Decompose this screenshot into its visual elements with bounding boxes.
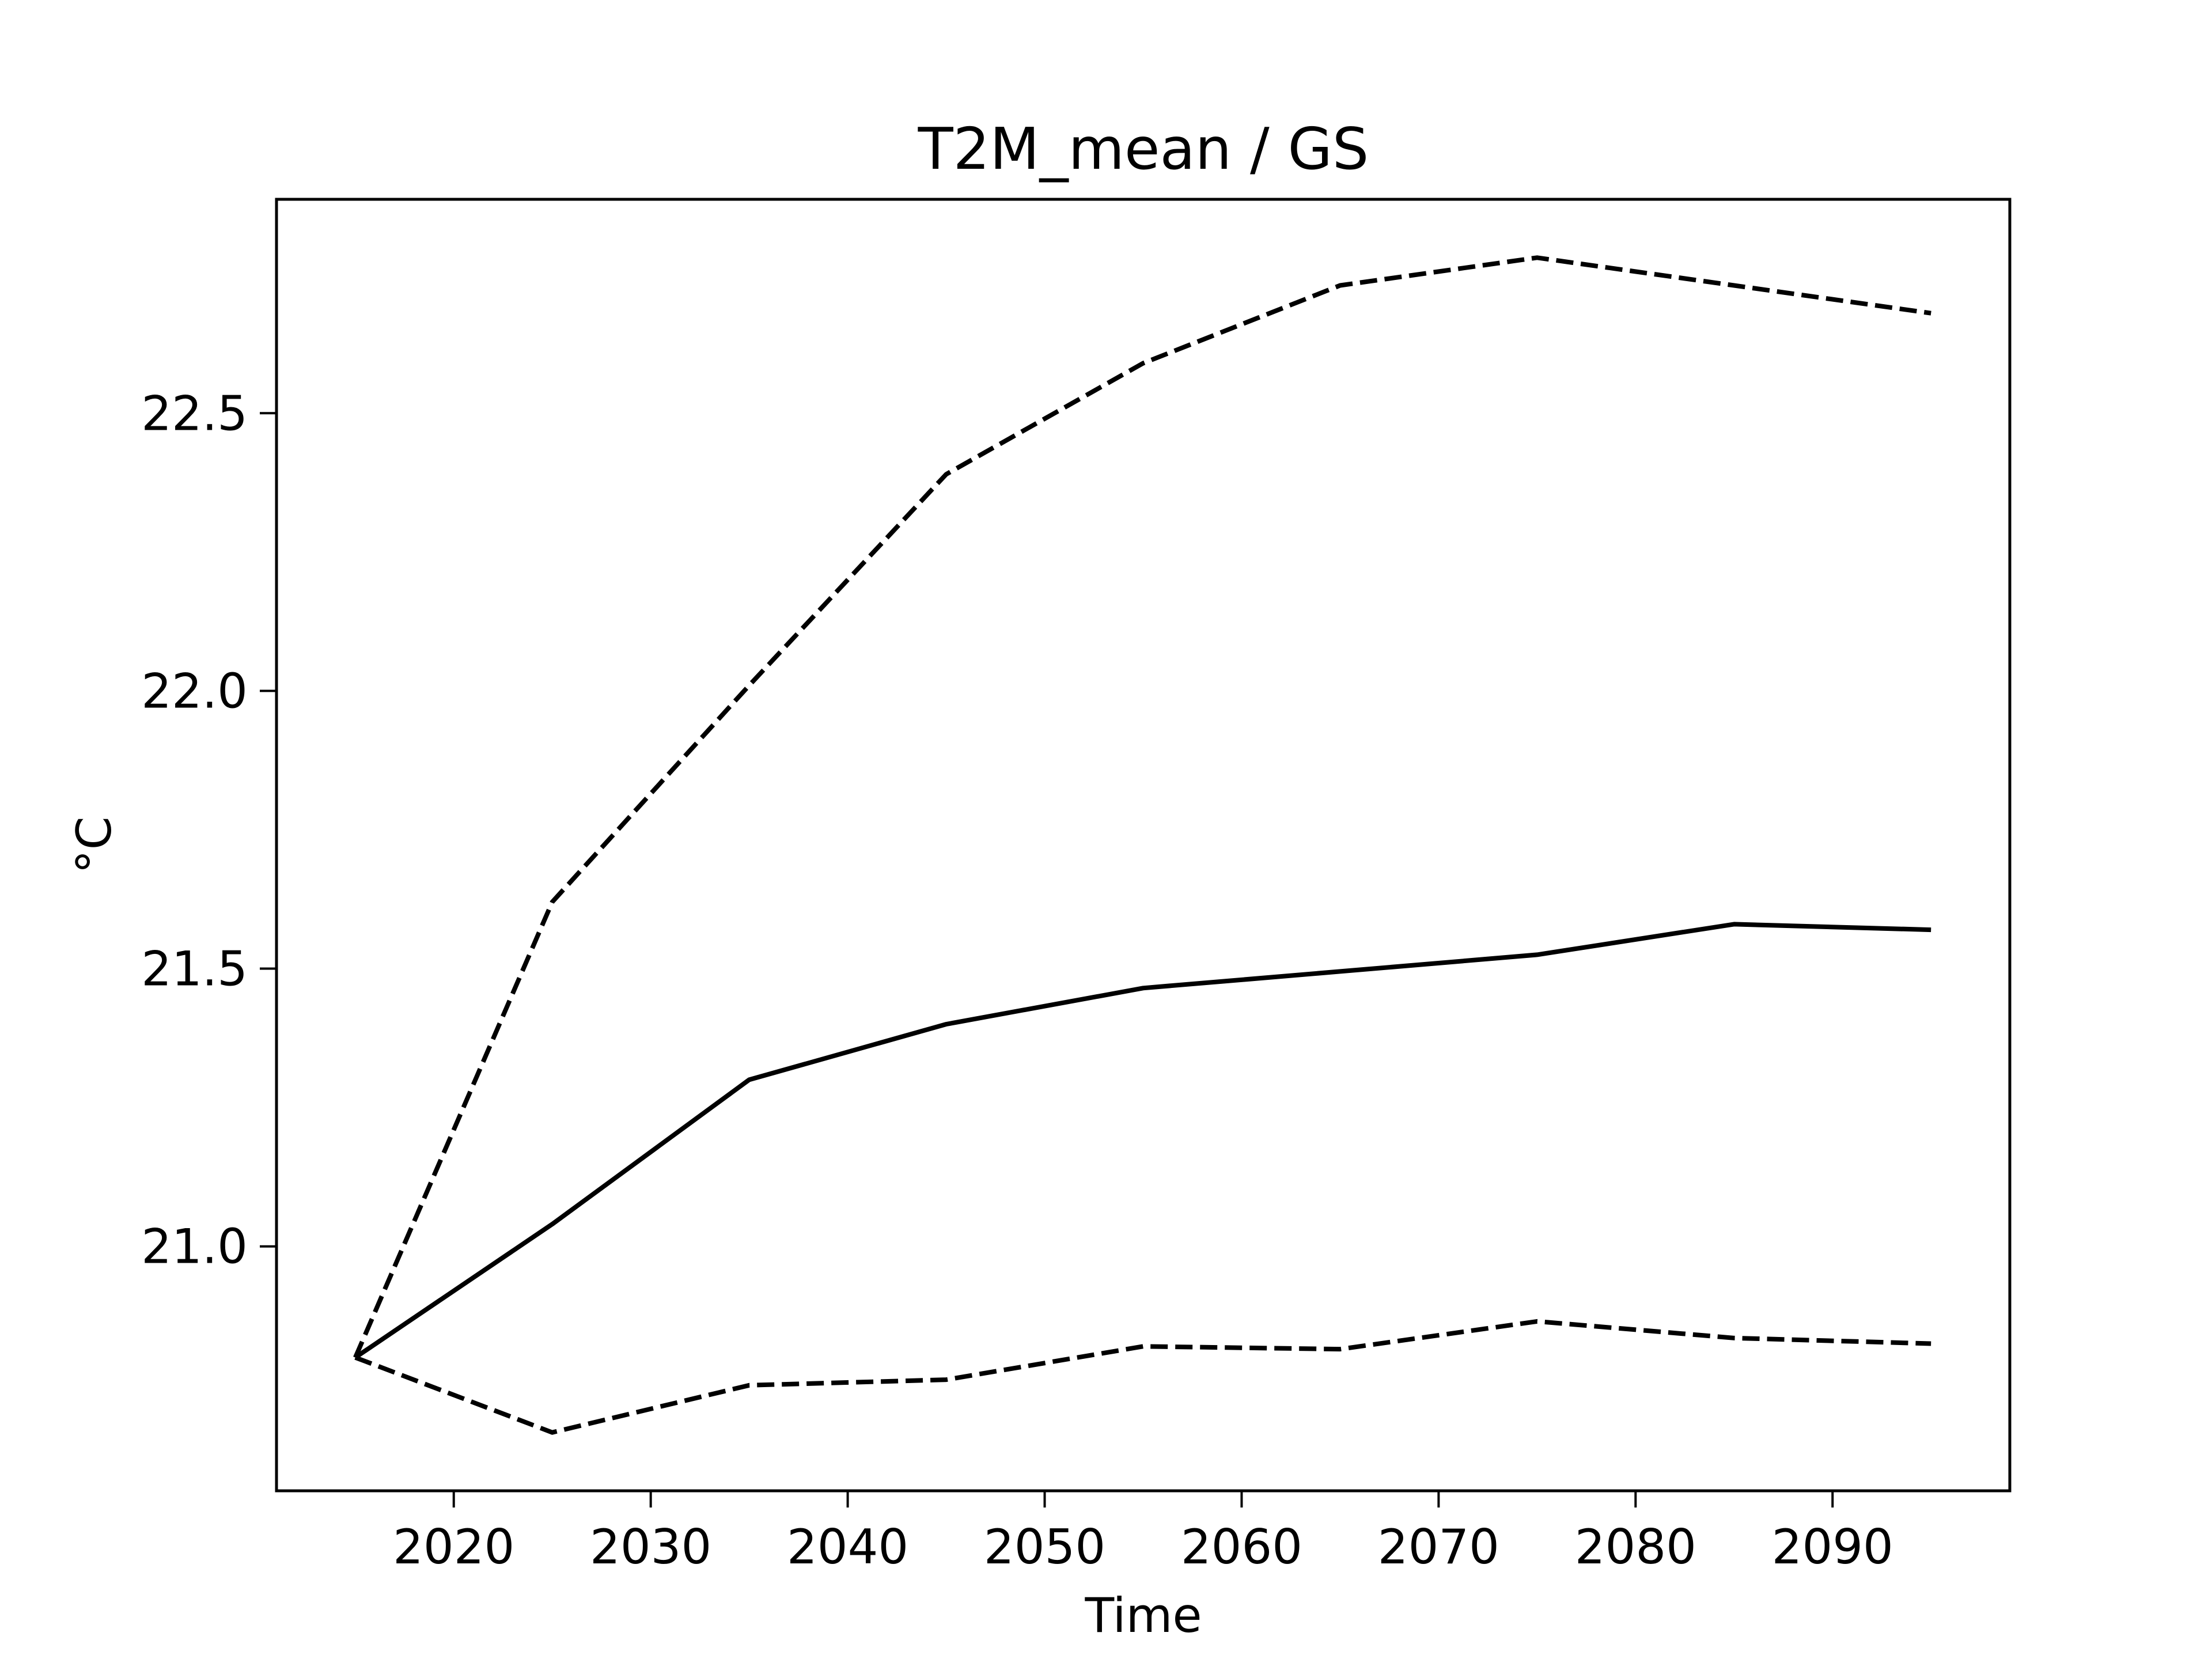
y-tick-label: 21.5: [141, 941, 248, 997]
x-tick-label: 2070: [1378, 1519, 1499, 1575]
x-tick-label: 2050: [984, 1519, 1105, 1575]
x-tick-label: 2040: [787, 1519, 908, 1575]
y-tick-label: 22.0: [141, 663, 248, 719]
series-line-3: [354, 1319, 1931, 1435]
y-axis-label: °C: [66, 816, 122, 873]
x-axis-ticks: 2020 2030 2040 2050 2060 2070 2080 2090: [393, 1491, 1893, 1575]
plot-area-frame: [275, 198, 2012, 1493]
y-tick-label: 21.0: [141, 1219, 248, 1275]
x-tick-label: 2020: [393, 1519, 514, 1575]
series-1-point-3: [749, 685, 750, 686]
x-tick-label: 2080: [1575, 1519, 1696, 1575]
x-tick-label: 2030: [590, 1519, 711, 1575]
x-tick-label: 2090: [1772, 1519, 1893, 1575]
chart-title: T2M_mean / GS: [918, 115, 1369, 183]
y-axis-ticks: 21.0 21.5 22.0 22.5: [141, 385, 276, 1275]
series-layer: [353, 255, 1931, 1435]
y-tick-label: 22.5: [141, 385, 248, 441]
x-axis-label: Time: [1084, 1588, 1202, 1643]
x-tick-label: 2060: [1181, 1519, 1302, 1575]
series-line-2: [354, 922, 1931, 1359]
series-line-1: [353, 255, 1931, 1359]
